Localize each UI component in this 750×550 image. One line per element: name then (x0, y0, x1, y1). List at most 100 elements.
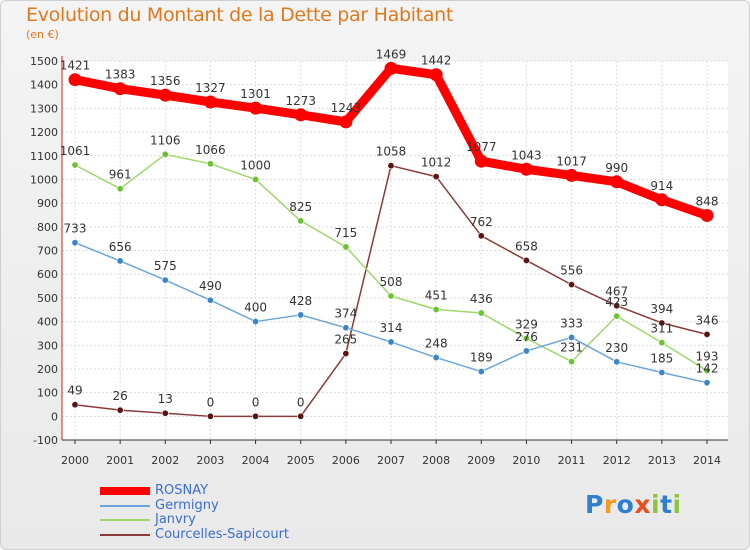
logo-letter: P (585, 490, 604, 519)
logo-letter: i (672, 490, 682, 519)
legend-label-courcelles-sapicourt: Courcelles-Sapicourt (155, 526, 290, 542)
data-label: 990 (605, 161, 628, 175)
legend-swatch-courcelles-sapicourt (100, 533, 150, 536)
data-point (474, 154, 488, 168)
data-point (71, 161, 79, 169)
y-tick-label: 500 (37, 292, 58, 305)
y-tick-label: 100 (37, 387, 58, 400)
data-label: 185 (650, 351, 673, 365)
data-label: 961 (109, 168, 132, 182)
data-point (71, 401, 79, 409)
data-label: 394 (650, 302, 673, 316)
data-point (339, 115, 353, 129)
y-tick-label: 700 (37, 245, 58, 258)
x-tick-label: 2012 (603, 454, 631, 467)
data-point (252, 412, 260, 420)
y-tick-label: 0 (51, 410, 58, 423)
data-point (297, 311, 305, 319)
data-label: 1356 (150, 74, 181, 88)
x-tick-label: 2013 (648, 454, 676, 467)
data-label: 848 (696, 194, 719, 208)
data-label: 715 (334, 226, 357, 240)
y-tick-label: 1300 (30, 102, 58, 115)
data-label: 314 (380, 321, 403, 335)
data-point (703, 330, 711, 338)
data-point (387, 338, 395, 346)
data-label: 1421 (60, 59, 91, 73)
data-label: 1061 (60, 144, 91, 158)
data-point (703, 379, 711, 387)
data-point (161, 150, 169, 158)
data-label: 1327 (195, 81, 226, 95)
y-tick-label: -100 (33, 434, 58, 447)
data-label: 436 (470, 292, 493, 306)
y-tick-label: 1100 (30, 150, 58, 163)
data-point (113, 82, 127, 96)
data-label: 451 (425, 288, 448, 302)
data-label: 1066 (195, 143, 226, 157)
data-label: 658 (515, 239, 538, 253)
data-point (387, 292, 395, 300)
data-label: 400 (244, 301, 267, 315)
y-tick-label: 800 (37, 221, 58, 234)
data-label: 1243 (331, 101, 362, 115)
series-germigny: 733 656 575 490 400 428 374 314 248 189 276 333 230 1… (64, 222, 719, 387)
data-label: 914 (650, 179, 673, 193)
data-label: 1383 (105, 68, 136, 82)
data-label: 49 (67, 384, 82, 398)
y-tick-label: 1000 (30, 173, 58, 186)
data-point (432, 354, 440, 362)
data-label: 556 (560, 264, 583, 278)
data-point (477, 232, 485, 240)
x-tick-label: 2010 (512, 454, 540, 467)
data-point (658, 319, 666, 327)
data-label: 189 (470, 351, 493, 365)
data-point (158, 88, 172, 102)
data-point (294, 108, 308, 122)
data-label: 142 (696, 362, 719, 376)
logo-letter: i (651, 490, 661, 519)
data-point (568, 358, 576, 366)
legend-swatch-germigny (100, 504, 150, 507)
logo-letter: r (603, 490, 617, 519)
data-label: 26 (113, 389, 128, 403)
series-courcelles-sapicourt: 49 26 13 0 0 0 265 1058 1012 762 658 556 467 394 346 (67, 145, 718, 420)
data-label: 333 (560, 316, 583, 330)
data-label: 733 (64, 222, 87, 236)
data-point (384, 61, 398, 75)
data-label: 1469 (376, 47, 407, 61)
data-point (568, 281, 576, 289)
data-label: 276 (515, 330, 538, 344)
x-tick-label: 2004 (242, 454, 270, 467)
data-label: 423 (605, 295, 628, 309)
data-point (477, 309, 485, 317)
data-label: 825 (289, 200, 312, 214)
data-point (387, 162, 395, 170)
logo-letter: x (634, 490, 651, 519)
data-point (700, 208, 714, 222)
x-tick-label: 2001 (106, 454, 134, 467)
data-label: 0 (252, 395, 260, 409)
legend-label-rosnay: ROSNAY (155, 483, 209, 498)
data-point (429, 68, 443, 82)
data-label: 1000 (240, 158, 271, 172)
y-tick-label: 200 (37, 363, 58, 376)
x-tick-label: 2005 (287, 454, 315, 467)
x-tick-label: 2007 (377, 454, 405, 467)
data-point (522, 334, 530, 342)
data-label: 490 (199, 279, 222, 293)
data-point (252, 318, 260, 326)
y-tick-label: 300 (37, 339, 58, 352)
data-label: 508 (380, 275, 403, 289)
data-point (519, 162, 533, 176)
data-point (116, 185, 124, 193)
data-label: 656 (109, 240, 132, 254)
data-point (342, 324, 350, 332)
x-tick-label: 2011 (558, 454, 586, 467)
data-point (565, 168, 579, 182)
data-point (206, 160, 214, 168)
y-tick-label: 900 (37, 197, 58, 210)
data-label: 1442 (421, 54, 452, 68)
data-label: 467 (605, 285, 628, 299)
data-point (613, 312, 621, 320)
